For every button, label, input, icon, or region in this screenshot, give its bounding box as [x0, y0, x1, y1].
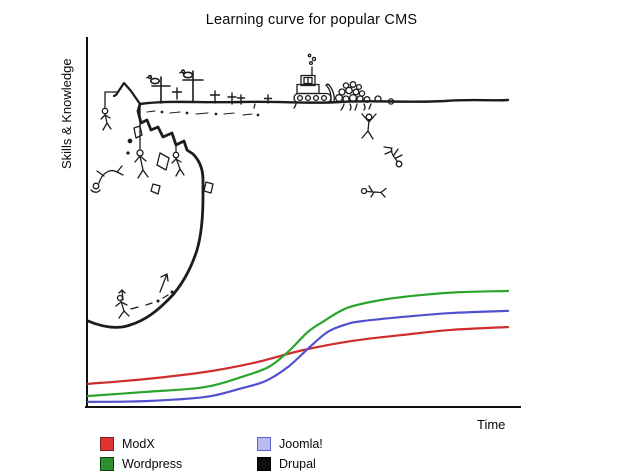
- vulture-crosses: [145, 69, 204, 104]
- series-line-joomla: [86, 309, 510, 403]
- joomla-swatch: [257, 437, 271, 451]
- legend-label-joomla: Joomla!: [279, 437, 323, 451]
- plateau-line: [138, 98, 510, 106]
- legend: ModX Wordpress Joomla! Drupal: [100, 434, 417, 474]
- chart-title: Learning curve for popular CMS: [205, 12, 418, 28]
- gallows-hanged-figure: [100, 91, 118, 131]
- tumbling-climber: [90, 165, 124, 193]
- cliff-peak: [112, 81, 142, 106]
- cliff-outline: [86, 102, 205, 329]
- edge-shading: [146, 110, 260, 117]
- rock-pile: [253, 81, 395, 111]
- legend-item-modx: ModX: [100, 434, 257, 454]
- x-axis-label: Time: [477, 417, 506, 432]
- falling-figures: [360, 113, 403, 198]
- axes: [85, 37, 521, 408]
- series-line-modx: [86, 325, 510, 385]
- series-lines: [86, 289, 510, 403]
- series-line-wordpress: [86, 289, 510, 398]
- bulldozer-icon: [293, 53, 335, 104]
- drupal-swatch: [257, 457, 271, 471]
- climbers-at-base: [115, 273, 174, 319]
- legend-label-modx: ModX: [122, 437, 155, 451]
- grave-crosses: [171, 87, 273, 105]
- legend-item-drupal: Drupal: [257, 454, 417, 474]
- legend-item-wordpress: Wordpress: [100, 454, 257, 474]
- drupal-cliff-drawing: [86, 53, 510, 329]
- legend-label-drupal: Drupal: [279, 457, 316, 471]
- legend-item-joomla: Joomla!: [257, 434, 417, 454]
- falling-rocks: [126, 125, 214, 195]
- modx-swatch: [100, 437, 114, 451]
- wordpress-swatch: [100, 457, 114, 471]
- hanging-climbers: [134, 105, 185, 179]
- legend-label-wordpress: Wordpress: [122, 457, 183, 471]
